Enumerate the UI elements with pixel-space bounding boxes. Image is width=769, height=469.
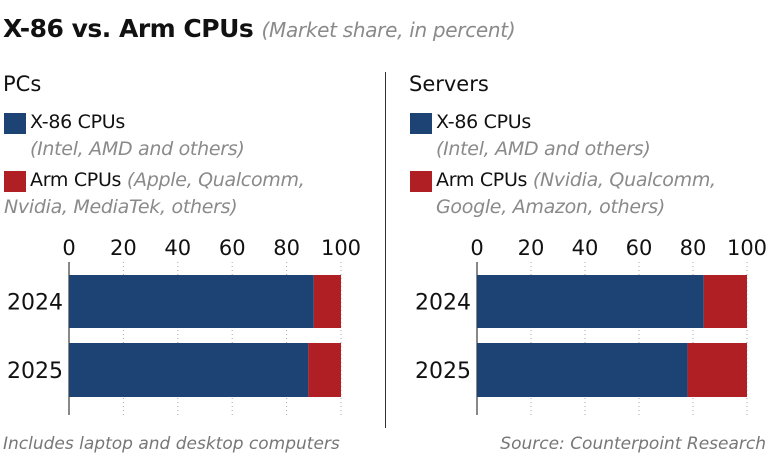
x-tick-label: 20 — [110, 236, 137, 260]
legend-swatch-x86 — [410, 113, 432, 134]
bar-segment-arm — [313, 275, 341, 328]
bar-segment-x86 — [477, 343, 688, 397]
bar-segment-arm — [687, 343, 747, 397]
x-tick-label: 80 — [273, 236, 300, 260]
bar-segment-x86 — [477, 275, 704, 328]
bar-segment-arm — [703, 275, 747, 328]
legend-arm-name: Arm CPUs — [30, 169, 122, 191]
x-tick-label: 0 — [62, 236, 75, 260]
panel-title-servers: Servers — [409, 72, 489, 96]
legend-arm-name: Arm CPUs — [436, 169, 528, 191]
legend-x86-label: X-86 CPUs — [436, 111, 531, 133]
panel-title-pcs: PCs — [3, 72, 42, 96]
bar-segment-x86 — [69, 275, 314, 328]
bar-segment-x86 — [69, 343, 309, 397]
x-tick-label: 80 — [680, 236, 707, 260]
bar-segment-arm — [308, 343, 341, 397]
chart-title: X-86 vs. Arm CPUs (Market share, in perc… — [3, 14, 516, 43]
x-tick-label: 0 — [470, 236, 483, 260]
panel-divider — [385, 72, 386, 428]
x-tick-label: 40 — [164, 236, 191, 260]
x-tick-label: 100 — [727, 236, 767, 260]
x-tick-label: 20 — [518, 236, 545, 260]
legend-arm-detail-2: Google, Amazon, others) — [436, 196, 665, 218]
x-tick-label: 100 — [321, 236, 361, 260]
x-tick-label: 60 — [626, 236, 653, 260]
legend-x86-detail: (Intel, AMD and others) — [30, 138, 245, 160]
x-tick-label: 40 — [572, 236, 599, 260]
footnote: Includes laptop and desktop computers — [3, 434, 340, 454]
y-category-label: 2025 — [415, 359, 471, 384]
legend-arm-label: Arm CPUs (Apple, Qualcomm, — [30, 169, 305, 191]
legend-arm-detail-1: (Nvidia, Qualcomm, — [532, 169, 716, 191]
legend-x86-label: X-86 CPUs — [30, 111, 125, 133]
legend-swatch-arm — [410, 171, 432, 192]
legend-swatch-x86 — [4, 113, 26, 134]
source-note: Source: Counterpoint Research — [500, 434, 766, 454]
y-category-label: 2024 — [7, 291, 63, 316]
legend-arm-detail-2: Nvidia, MediaTek, others) — [4, 196, 238, 218]
y-category-label: 2025 — [7, 359, 63, 384]
chart-subtitle: (Market share, in percent) — [261, 18, 516, 42]
legend-swatch-arm — [4, 171, 26, 192]
legend-arm-detail-1: (Apple, Qualcomm, — [126, 169, 305, 191]
title-text: X-86 vs. Arm CPUs — [3, 14, 254, 43]
legend-x86-detail: (Intel, AMD and others) — [436, 138, 651, 160]
y-category-label: 2024 — [415, 291, 471, 316]
legend-arm-label: Arm CPUs (Nvidia, Qualcomm, — [436, 169, 716, 191]
x-tick-label: 60 — [219, 236, 246, 260]
